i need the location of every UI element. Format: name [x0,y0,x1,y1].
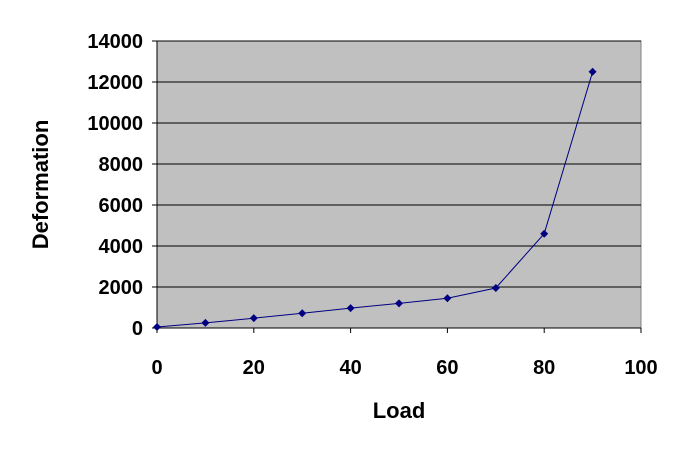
data-point [201,318,210,327]
series [153,67,597,331]
y-tick-label: 0 [132,318,143,340]
data-point [491,284,500,293]
x-tick-label: 80 [533,357,555,379]
y-tick-label: 10000 [87,113,143,135]
data-point [443,294,452,303]
x-tick-label: 0 [151,357,162,379]
data-point [588,67,597,76]
axes [156,41,641,329]
data-point [395,299,403,308]
x-tick-label: 40 [339,357,361,379]
y-tick-label: 6000 [99,195,144,217]
x-tick-labels: 0 20 40 60 80 100 [151,328,658,379]
x-tick-label: 20 [243,357,265,379]
series-line [156,71,594,328]
data-point [540,229,549,238]
x-tick-label: 100 [624,357,657,379]
y-tick-label: 2000 [99,277,144,299]
plot-area [156,40,642,329]
gridlines [157,40,641,288]
x-tick-label: 60 [436,357,458,379]
data-point [346,304,355,313]
data-point [153,322,161,331]
y-tick-label: 4000 [99,236,144,258]
data-point [249,314,258,323]
data-point [298,309,307,318]
y-tick-label: 14000 [87,31,143,53]
y-tick-labels: 0 2000 4000 6000 8000 10000 12000 14000 [87,31,157,340]
y-tick-label: 12000 [87,72,143,94]
y-tick-label: 8000 [99,154,144,176]
x-axis-title: Load [373,398,426,423]
y-axis-title: Deformation [28,120,53,250]
